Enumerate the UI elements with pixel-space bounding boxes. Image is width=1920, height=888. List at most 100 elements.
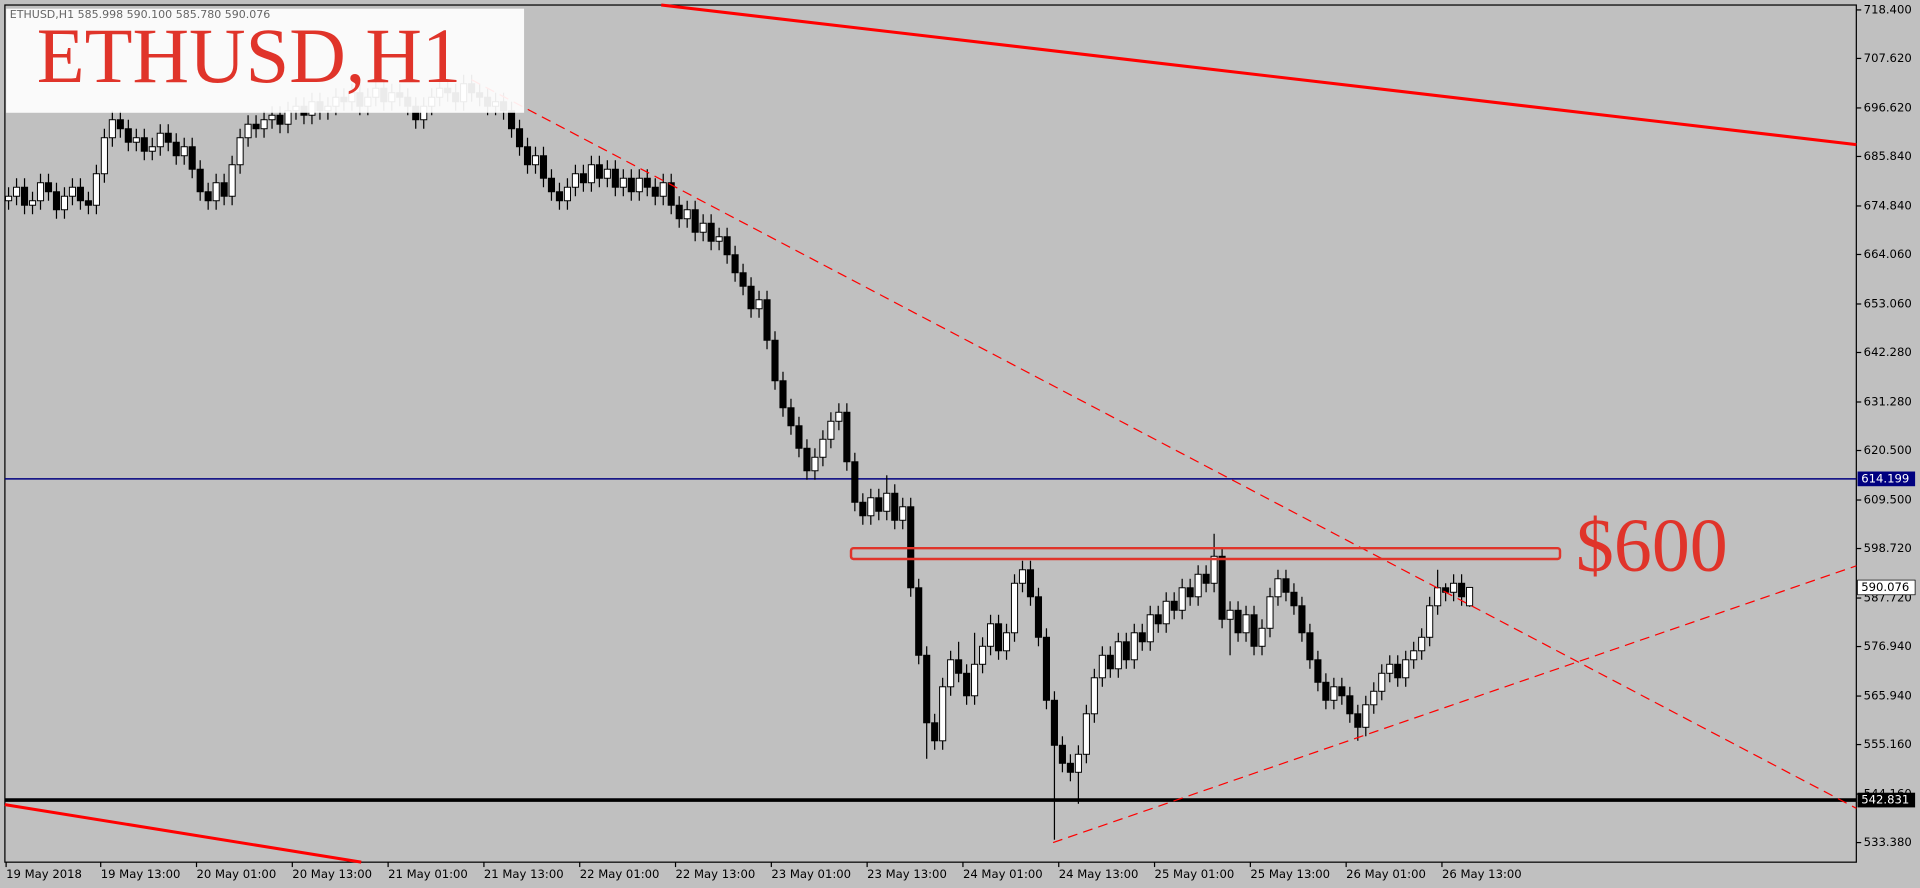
candle-body [1450,582,1458,593]
trend-line [4,803,362,864]
candle-body [1370,690,1378,706]
candle-body [667,182,675,206]
candle-body [787,407,795,427]
title-box [6,8,525,113]
candle-body [276,114,284,125]
candle-body [1162,600,1170,625]
y-tick-label: 707.620 [1864,51,1912,65]
candle-body [148,146,156,152]
x-tick-label: 25 May 01:00 [1155,867,1235,881]
candle-body [268,114,276,121]
x-tick-label: 24 May 01:00 [963,867,1043,881]
candle-body [739,272,747,287]
level-tag [1857,792,1916,808]
chart-title: ETHUSD,H1 [37,12,461,99]
annotation: $600 [1576,504,1728,588]
x-tick-label: 21 May 13:00 [484,867,564,881]
candle-body [1122,641,1130,661]
candle-body [124,128,132,143]
candle-body [252,123,260,130]
candle-body [571,173,579,188]
candle-body [947,659,955,688]
candle-body [891,492,899,521]
candle-body [68,186,76,197]
candle-body [987,623,995,647]
x-tick-label: 22 May 13:00 [676,867,756,881]
candle-body [843,411,851,463]
candle-body [827,420,835,440]
candle-body [1098,654,1106,679]
candle-body [204,191,212,202]
candle-body [971,663,979,697]
candle-body [994,623,1003,652]
candle-body [228,164,236,197]
candle-body [1466,586,1474,607]
candle-body [92,173,100,206]
candle-body [627,177,635,193]
candle-body [1242,614,1250,634]
level-tag-label: 542.831 [1861,793,1909,807]
candle-body [611,168,619,188]
candle-body [1226,609,1234,620]
candle-body [1354,713,1362,728]
candle-body [531,155,540,166]
candle-body [20,186,29,206]
candle-body [52,191,61,211]
candle-body [1194,573,1202,598]
candle-body [140,137,148,152]
x-tick-label: 24 May 13:00 [1059,867,1139,881]
x-tick-label: 21 May 01:00 [388,867,468,881]
candle-body [523,146,532,166]
y-tick-label: 674.840 [1864,198,1912,212]
candle-body [1258,627,1266,647]
candle-body [132,137,140,143]
candle-body [1202,573,1210,584]
candle-body [795,425,803,449]
candle-body [979,645,987,665]
level-tag-label: 614.199 [1861,471,1909,485]
candle-body [1362,704,1370,728]
candle-body [579,173,587,184]
candle-body [619,177,627,188]
y-tick-label: 685.840 [1864,149,1912,163]
candle-body [28,200,37,206]
candle-body [675,204,683,220]
plot-area [4,4,1857,863]
candle-body [771,339,779,382]
candle-body [1002,632,1011,652]
candle-body [587,164,595,184]
price-tag-label: 590.076 [1861,580,1909,594]
candle-body [108,119,116,139]
candle-body [1186,587,1194,598]
candle-body [963,672,971,697]
candle-body [212,182,220,202]
candle-body [116,119,124,130]
candle-body [1218,555,1226,620]
candle-body [1322,681,1330,701]
candle-body [260,119,268,130]
candle-body [1386,663,1394,674]
candle-body [1210,555,1218,584]
y-tick-label: 598.720 [1864,541,1912,555]
candle-body [547,177,556,193]
trend-line-dashed [1052,565,1857,844]
y-tick-label: 555.160 [1864,737,1912,751]
candle-body [1170,600,1178,611]
x-tick-label: 25 May 13:00 [1250,867,1330,881]
candle-body [931,722,939,742]
candle-body [1234,609,1242,634]
candle-body [955,659,963,674]
candle-body [236,137,244,166]
x-tick-label: 26 May 13:00 [1442,867,1522,881]
candle-body [1106,654,1114,670]
y-tick-label: 620.500 [1864,443,1912,457]
candle-body [1090,677,1098,715]
candle-body [196,168,204,193]
candle-body [180,146,188,157]
candle-body [1018,569,1027,584]
candle-body [60,195,69,211]
candle-body [1034,596,1043,638]
candle-body [595,164,603,179]
candle-body [563,186,571,202]
